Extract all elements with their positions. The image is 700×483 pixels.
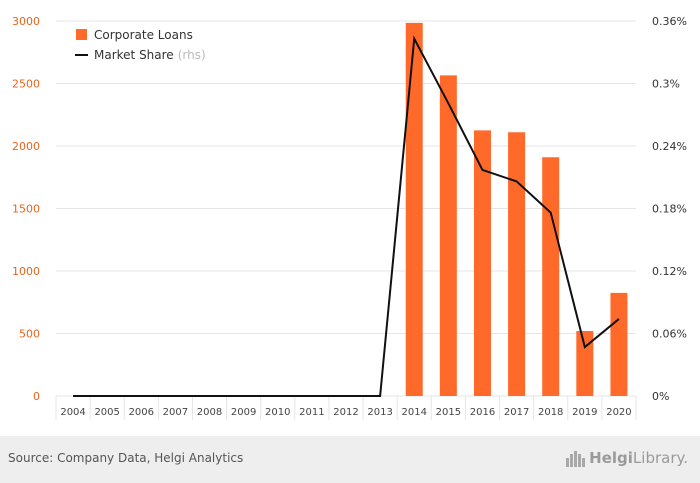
x-tick-label: 2020 xyxy=(606,407,631,418)
grid-lines xyxy=(55,20,637,420)
brand-name: HelgiLibrary. xyxy=(589,449,688,467)
x-tick-label: 2015 xyxy=(436,407,461,418)
bar-corporate-loans xyxy=(473,130,491,396)
bar-corporate-loans xyxy=(405,22,423,396)
x-tick-label: 2008 xyxy=(197,407,222,418)
y-right-tick-label: 0.3% xyxy=(652,78,680,91)
line-market-share xyxy=(73,35,620,397)
x-tick-label: 2011 xyxy=(299,407,324,418)
bar-corporate-loans xyxy=(508,132,526,396)
y-left-tick-label: 1000 xyxy=(12,265,40,278)
brand-prefix: Helgi xyxy=(589,449,633,467)
bar-corporate-loans xyxy=(439,75,457,396)
source-note: Source: Company Data, Helgi Analytics xyxy=(8,451,244,465)
x-tick-label: 2006 xyxy=(129,407,154,418)
line-series xyxy=(73,35,620,397)
y-left-tick-label: 500 xyxy=(19,328,40,341)
y-right-tick-label: 0.06% xyxy=(652,328,687,341)
brand-suffix: Library. xyxy=(632,449,688,467)
legend-label-market-share-note: (rhs) xyxy=(178,48,206,62)
bar-corporate-loans xyxy=(576,331,594,396)
x-tick-label: 2013 xyxy=(367,407,392,418)
y-axis-left: 0 500 1000 1500 2000 2500 3000 xyxy=(12,15,40,403)
x-tick-label: 2010 xyxy=(265,407,290,418)
y-right-tick-label: 0.18% xyxy=(652,203,687,216)
bar-corporate-loans xyxy=(542,157,560,396)
y-right-tick-label: 0.24% xyxy=(652,140,687,153)
x-tick-label: 2018 xyxy=(538,407,563,418)
y-left-tick-label: 2500 xyxy=(12,78,40,91)
y-right-tick-label: 0% xyxy=(652,390,669,403)
legend: Corporate Loans Market Share (rhs) xyxy=(75,28,206,62)
x-tick-label: 2016 xyxy=(470,407,495,418)
x-tick-label: 2012 xyxy=(333,407,358,418)
x-tick-label: 2017 xyxy=(504,407,529,418)
y-left-tick-label: 0 xyxy=(33,390,40,403)
bar-series xyxy=(405,22,628,396)
y-right-tick-label: 0.36% xyxy=(652,15,687,28)
x-tick-label: 2004 xyxy=(60,407,85,418)
y-left-tick-label: 3000 xyxy=(12,15,40,28)
helgi-library-logo: HelgiLibrary. xyxy=(566,449,688,467)
y-left-tick-label: 2000 xyxy=(12,140,40,153)
legend-swatch-corporate-loans xyxy=(76,29,87,40)
x-tick-label: 2019 xyxy=(572,407,597,418)
x-tick-label: 2014 xyxy=(402,407,427,418)
legend-label-corporate-loans: Corporate Loans xyxy=(94,28,193,42)
y-left-tick-label: 1500 xyxy=(12,203,40,216)
legend-label-market-share: Market Share (rhs) xyxy=(94,48,206,62)
y-axis-right: 0% 0.06% 0.12% 0.18% 0.24% 0.3% 0.36% xyxy=(652,15,687,403)
legend-label-market-share-name: Market Share xyxy=(94,48,174,62)
x-tick-label: 2009 xyxy=(231,407,256,418)
x-tick-label: 2005 xyxy=(94,407,119,418)
library-columns-icon xyxy=(566,451,586,467)
footer: Source: Company Data, Helgi Analytics He… xyxy=(0,436,700,483)
x-tick-label: 2007 xyxy=(163,407,188,418)
y-right-tick-label: 0.12% xyxy=(652,265,687,278)
x-axis: 2004 2005 2006 2007 2008 2009 2010 2011 2012 2013… xyxy=(60,407,631,418)
bar-corporate-loans xyxy=(610,292,628,396)
chart: 0 500 1000 1500 2000 2500 3000 0% 0.06% 0.12% 0.1… xyxy=(12,15,687,420)
